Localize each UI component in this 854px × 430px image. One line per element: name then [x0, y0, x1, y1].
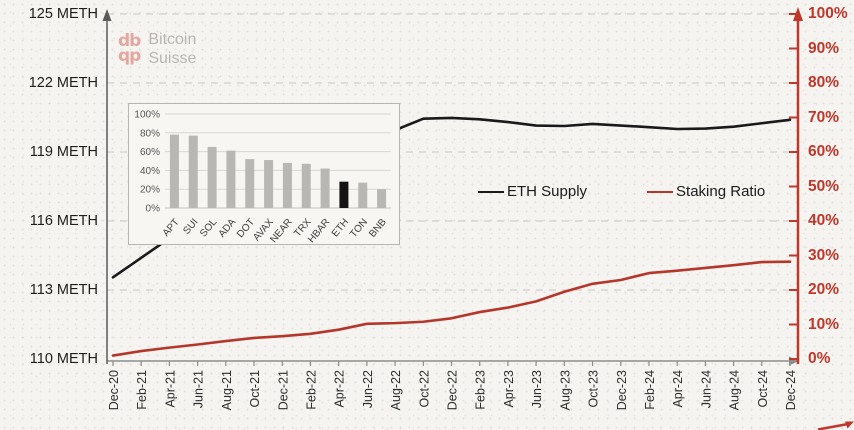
- inset-ytick-label: 60%: [140, 147, 160, 158]
- legend-item-staking-ratio: Staking Ratio: [647, 183, 765, 200]
- left-axis-tick-label: 122 METH: [28, 75, 98, 91]
- left-axis-tick-label: 110 METH: [29, 351, 98, 367]
- x-axis-tick-label: Oct-24: [756, 370, 770, 408]
- right-axis-tick-label: 10%: [808, 315, 840, 333]
- x-axis-tick-label: Feb-21: [135, 370, 149, 410]
- inset-ytick-label: 40%: [140, 166, 160, 177]
- x-axis-tick-label: Feb-22: [304, 370, 318, 410]
- inset-category-label: SOL: [198, 217, 220, 240]
- right-axis-tick-label: 0%: [808, 350, 831, 367]
- bar-HBAR: [320, 168, 330, 208]
- corner-accent-arrow: [845, 421, 854, 429]
- bar-SOL: [207, 146, 217, 208]
- logo-line1: Bitcoin: [148, 31, 197, 48]
- x-axis-tick-label: Aug-21: [220, 370, 234, 410]
- corner-accent-line: [817, 422, 849, 430]
- bar-SUI: [188, 135, 198, 208]
- eth-supply-swatch: [478, 190, 504, 193]
- x-axis-tick-label: Oct-21: [248, 370, 262, 408]
- x-axis-tick-label: Aug-22: [389, 370, 403, 410]
- logo-text: Bitcoin Suisse: [148, 30, 196, 68]
- x-axis-tick-label: Dec-22: [446, 370, 460, 410]
- bar-DOT: [245, 159, 255, 208]
- inset-category-label: HBAR: [306, 217, 332, 244]
- x-axis-tick-label: Dec-23: [615, 370, 629, 410]
- x-axis-tick-label: Jun-21: [192, 370, 206, 408]
- right-axis-tick-label: 80%: [808, 74, 840, 91]
- x-axis-tick-label: Dec-21: [276, 370, 290, 410]
- right-axis-tick-label: 60%: [808, 143, 840, 160]
- logo-line2: Suisse: [148, 50, 197, 67]
- bar-TRX: [301, 163, 311, 208]
- inset-category-label: TON: [348, 217, 370, 240]
- logo-mark-row: qp: [118, 46, 141, 66]
- right-axis-tick-label: 20%: [808, 281, 840, 298]
- x-axis-tick-label: Aug-23: [558, 370, 572, 410]
- left-axis-tick-label: 125 METH: [28, 6, 98, 22]
- inset-ytick-label: 100%: [134, 110, 160, 121]
- right-axis-tick-label: 30%: [808, 246, 840, 264]
- inset-category-label: NEAR: [268, 217, 294, 244]
- inset-category-label: SUI: [181, 217, 200, 237]
- staking-ratio-swatch: [647, 190, 674, 193]
- x-axis-tick-label: Apr-22: [333, 370, 347, 408]
- x-axis-tick-label: Aug-24: [728, 370, 742, 410]
- x-axis-tick-label: Jun-22: [361, 370, 375, 408]
- inset-category-label: APT: [161, 217, 182, 239]
- right-axis-tick-label: 50%: [808, 177, 840, 195]
- right-axis-tick-label: 100%: [808, 5, 848, 22]
- left-axis-tick-label: 113 METH: [29, 282, 98, 298]
- staking-ratio-line: [111, 260, 792, 357]
- inset-ytick-label: 80%: [140, 128, 160, 139]
- x-axis-tick-label: Dec-24: [784, 370, 798, 410]
- x-axis-tick-label: Apr-24: [671, 370, 685, 408]
- bitcoin-suisse-logo: db qp Bitcoin Suisse: [118, 30, 196, 68]
- left-axis-tick-label: 119 METH: [29, 144, 98, 160]
- legend: ETH Supply Staking Ratio: [478, 183, 765, 200]
- legend-item-eth-supply: ETH Supply: [478, 183, 587, 200]
- bitcoin-suisse-icon: db qp: [118, 31, 141, 66]
- inset-category-label: ETH: [330, 217, 351, 239]
- x-axis-tick-label: Jun-24: [699, 370, 713, 408]
- x-axis-tick-label: Dec-20: [107, 370, 121, 410]
- inset-category-label: BNB: [367, 217, 389, 240]
- bar-APT: [169, 134, 179, 208]
- inset-ytick-label: 0%: [146, 204, 161, 215]
- bar-TON: [358, 182, 368, 208]
- left-axis-arrow: [102, 9, 112, 21]
- x-axis-tick-label: Apr-23: [502, 370, 516, 408]
- inset-category-label: ADA: [217, 217, 239, 240]
- inset-bar-chart: 100% 80% 60% 40% 20% 0% APT SUI SOL ADA DOT AVAX NEA…: [128, 103, 400, 245]
- legend-label: Staking Ratio: [676, 183, 766, 200]
- x-axis-tick-label: Oct-23: [587, 370, 601, 408]
- right-axis-tick-label: 40%: [808, 212, 840, 229]
- right-axis-tick-label: 90%: [808, 39, 840, 57]
- right-axis-tick-label: 70%: [808, 108, 840, 126]
- bar-NEAR: [282, 162, 292, 208]
- x-axis-tick-label: Feb-24: [643, 370, 657, 410]
- bar-ADA: [226, 150, 236, 208]
- x-axis-tick-label: Oct-22: [417, 370, 431, 408]
- bar-ETH: [339, 181, 349, 208]
- bar-BNB: [377, 189, 387, 208]
- left-axis-tick-label: 116 METH: [29, 213, 98, 229]
- inset-ytick-label: 20%: [140, 185, 160, 196]
- legend-label: ETH Supply: [507, 183, 588, 200]
- x-axis-tick-label: Apr-21: [163, 370, 177, 408]
- staking-comparison-bars: 100%80%60%40%20%0%APT SUISOLADADOTAVAXNEA…: [134, 110, 391, 245]
- x-axis-tick-label: Jun-23: [530, 370, 544, 408]
- logo-mark-row: db: [118, 31, 141, 51]
- bar-AVAX: [264, 160, 274, 208]
- x-axis-tick-label: Feb-23: [474, 370, 488, 410]
